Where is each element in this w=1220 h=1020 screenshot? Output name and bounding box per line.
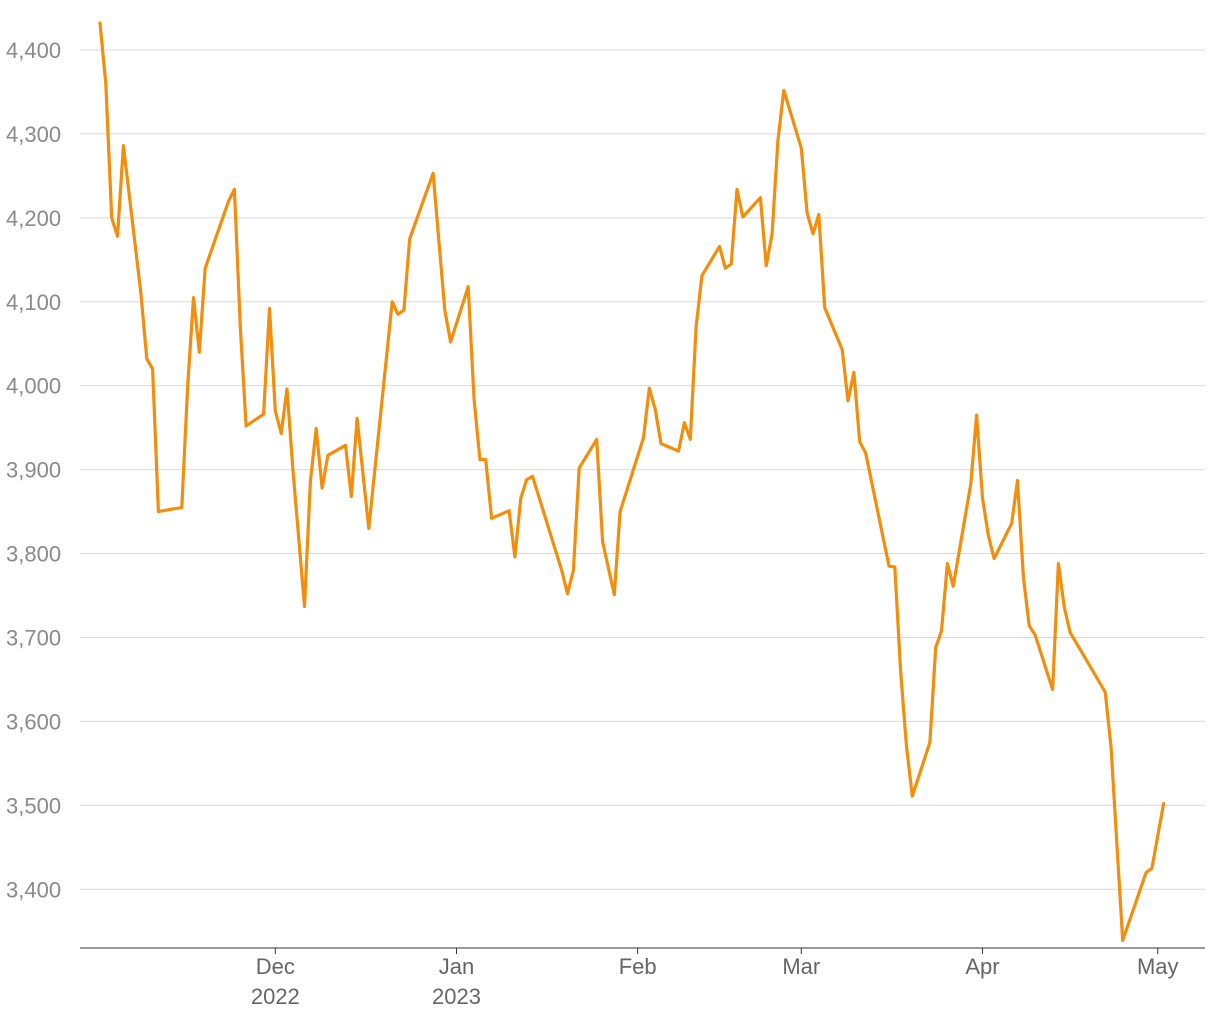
y-tick-label: 4,000 (6, 374, 61, 399)
x-tick-label: Dec (256, 954, 295, 979)
y-tick-label: 3,800 (6, 542, 61, 567)
x-axis-tick-labels: Dec 2022 Jan 2023 Feb Mar Apr May (251, 948, 1179, 1009)
y-tick-label: 3,500 (6, 793, 61, 818)
series-layer (98, 21, 1166, 942)
gridlines (80, 49, 1205, 890)
y-tick-label: 3,900 (6, 458, 61, 483)
x-tick-label: Mar (782, 954, 820, 979)
x-tick-label: Jan (439, 954, 474, 979)
y-tick-label: 3,400 (6, 877, 61, 902)
series-line-1 (98, 21, 1166, 942)
x-tick-label: Apr (965, 954, 999, 979)
y-tick-label: 4,200 (6, 206, 61, 231)
x-tick-year-label: 2022 (251, 984, 300, 1009)
y-tick-label: 4,400 (6, 38, 61, 63)
y-axis-tick-labels: 3,400 3,500 3,600 3,700 3,800 3,900 4,000 4,100… (6, 38, 61, 902)
y-tick-label: 4,300 (6, 122, 61, 147)
y-tick-label: 4,100 (6, 290, 61, 315)
x-tick-label: May (1137, 954, 1179, 979)
y-tick-label: 3,600 (6, 709, 61, 734)
x-tick-label: Feb (619, 954, 657, 979)
x-tick-year-label: 2023 (432, 984, 481, 1009)
y-tick-label: 3,700 (6, 625, 61, 650)
